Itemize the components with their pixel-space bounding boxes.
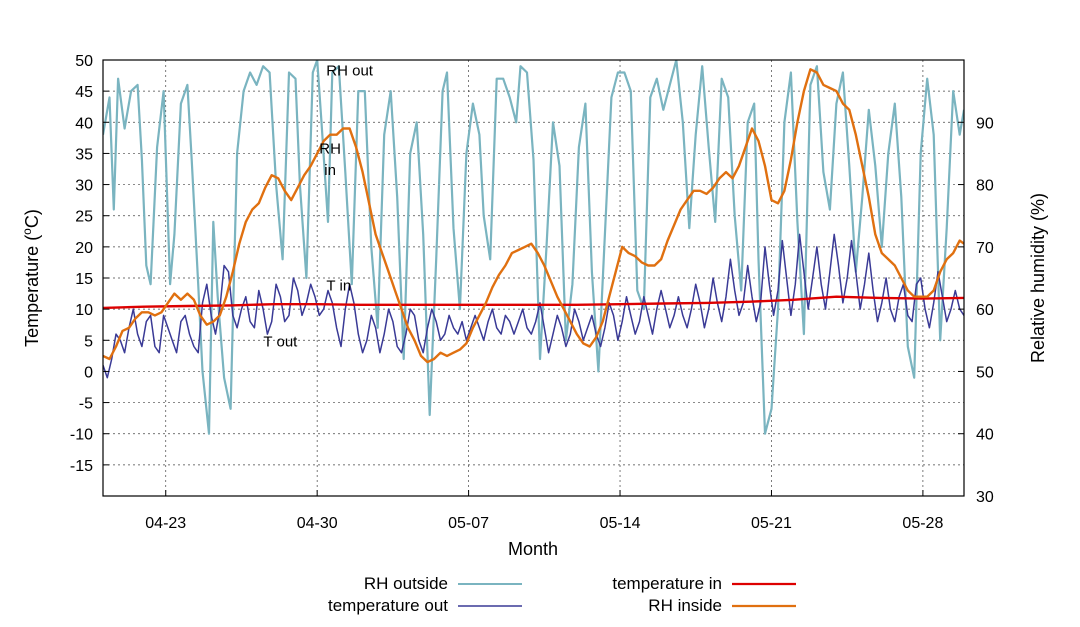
annotation-label: T in bbox=[326, 277, 351, 294]
left-y-axis-label-suffix: C) bbox=[22, 209, 42, 228]
series-line-temperature-in bbox=[103, 295, 964, 310]
y-left-tick-label: 25 bbox=[75, 209, 93, 226]
x-tick-label: 05-14 bbox=[600, 515, 641, 532]
y-left-tick-label: 5 bbox=[84, 333, 93, 350]
series-line-rh-outside bbox=[103, 60, 964, 435]
y-left-tick-label: -15 bbox=[70, 458, 93, 475]
left-y-axis-label-sup: o bbox=[20, 228, 34, 235]
y-right-tick-label: 70 bbox=[976, 240, 994, 257]
legend-label-temperature-out: temperature out bbox=[328, 596, 448, 615]
y-left-tick-label: 45 bbox=[75, 84, 93, 101]
annotation-label: RH bbox=[319, 140, 341, 157]
legend-label-temperature-in: temperature in bbox=[612, 574, 722, 593]
y-left-tick-label: 50 bbox=[75, 53, 93, 70]
y-left-tick-label: 10 bbox=[75, 302, 93, 319]
y-right-tick-label: 30 bbox=[976, 489, 994, 506]
annotation-label: RH out bbox=[326, 63, 374, 80]
y-left-tick-label: 40 bbox=[75, 115, 93, 132]
annotations: RH out RH in T in T out bbox=[263, 63, 373, 351]
y-left-tick-label: 35 bbox=[75, 146, 93, 163]
y-left-tick-label: -10 bbox=[70, 427, 93, 444]
legend-label-rh-inside: RH inside bbox=[648, 596, 722, 615]
y-right-tick-label: 90 bbox=[976, 115, 994, 132]
left-y-axis-label-text: Temperature ( bbox=[22, 235, 42, 347]
annotation-label: in bbox=[324, 162, 336, 179]
y-right-tick-label: 40 bbox=[976, 427, 994, 444]
legend: RH outside temperature out temperature i… bbox=[328, 574, 796, 615]
annotation-label: T out bbox=[263, 334, 298, 351]
y-left-tick-label: 15 bbox=[75, 271, 93, 288]
x-axis-label: Month bbox=[508, 539, 558, 559]
y-left-tick-label: -5 bbox=[79, 396, 93, 413]
x-tick-label: 05-28 bbox=[902, 515, 943, 532]
left-y-axis-label: Temperature (oC) bbox=[20, 209, 42, 347]
x-tick-label: 04-30 bbox=[297, 515, 338, 532]
x-tick-label: 05-07 bbox=[448, 515, 489, 532]
series-lines bbox=[103, 60, 964, 435]
y-right-tick-label: 80 bbox=[976, 178, 994, 195]
y-right-tick-label: 60 bbox=[976, 302, 994, 319]
y-right-tick-label: 50 bbox=[976, 364, 994, 381]
series-line-temperature-out bbox=[103, 233, 964, 379]
series-line-rh-inside bbox=[103, 68, 964, 364]
y-left-tick-label: 30 bbox=[75, 178, 93, 195]
x-tick-label: 04-23 bbox=[145, 515, 186, 532]
tick-labels: 50454035302520151050-5-10-15908070605040… bbox=[70, 53, 994, 532]
right-y-axis-label: Relative humidity (%) bbox=[1028, 193, 1048, 363]
y-left-tick-label: 0 bbox=[84, 364, 93, 381]
x-tick-label: 05-21 bbox=[751, 515, 792, 532]
legend-label-rh-outside: RH outside bbox=[364, 574, 448, 593]
y-left-tick-label: 20 bbox=[75, 240, 93, 257]
